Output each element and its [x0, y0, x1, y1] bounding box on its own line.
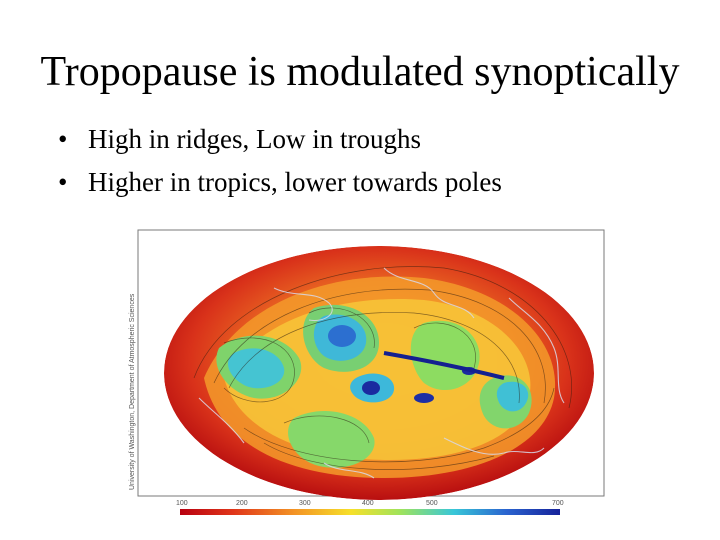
map-credit: University of Washington, Department of … [129, 293, 136, 490]
tropopause-map-image: University of Washington, Department of … [129, 229, 605, 515]
bullet-list: • High in ridges, Low in troughs • Highe… [58, 118, 502, 204]
colorbar-labels: 100 200 300 400 500 700 [176, 500, 564, 507]
colorbar-tick-label: 500 [426, 500, 438, 507]
colorbar [180, 509, 560, 515]
bullet-text: High in ridges, Low in troughs [88, 124, 421, 154]
bullet-icon: • [58, 167, 68, 197]
colorbar-tick-label: 700 [552, 500, 564, 507]
globe-map [164, 246, 594, 500]
colorbar-tick-label: 200 [236, 500, 248, 507]
bullet-icon: • [58, 124, 68, 154]
colorbar-tick-label: 400 [362, 500, 374, 507]
colorbar-tick-label: 300 [299, 500, 311, 507]
bullet-item: • High in ridges, Low in troughs [58, 118, 502, 161]
colorbar-tick-label: 100 [176, 500, 188, 507]
bullet-text: Higher in tropics, lower towards poles [88, 167, 502, 197]
tropopause-map-figure: University of Washington, Department of … [124, 228, 608, 520]
bullet-item: • Higher in tropics, lower towards poles [58, 161, 502, 204]
slide-title: Tropopause is modulated synoptically [40, 49, 680, 95]
